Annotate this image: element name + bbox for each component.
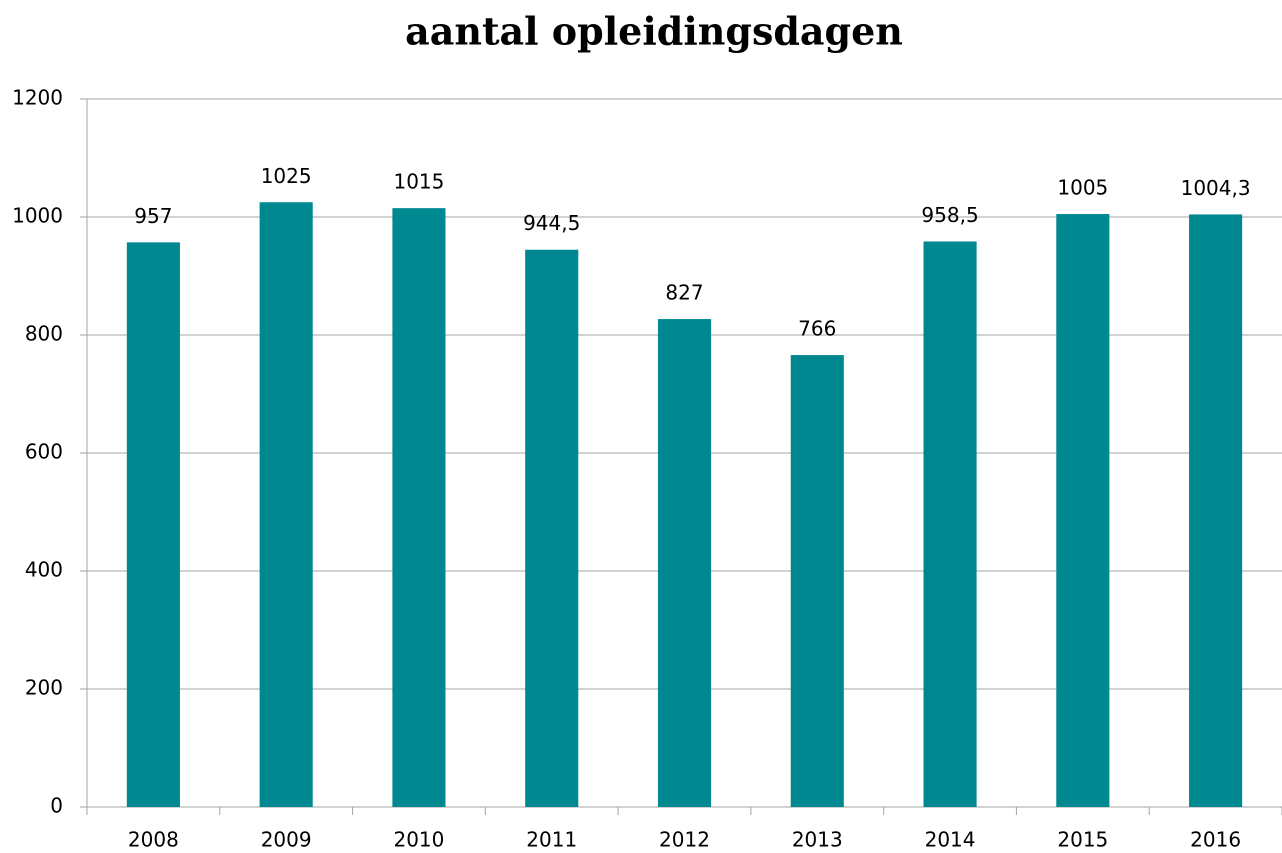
data-label: 1015: [393, 170, 444, 194]
data-label: 958,5: [921, 203, 978, 227]
y-tick-label: 600: [25, 440, 63, 464]
data-label: 944,5: [523, 211, 580, 235]
chart-title: aantal opleidingsdagen: [405, 9, 903, 54]
x-tick-label: 2008: [128, 828, 179, 852]
bar: [1189, 214, 1243, 807]
bar: [790, 355, 844, 807]
x-tick-label: 2015: [1057, 828, 1108, 852]
bar: [923, 241, 977, 808]
y-tick-label: 400: [25, 558, 63, 582]
bar: [259, 202, 313, 807]
data-label: 957: [134, 204, 172, 228]
data-label: 1005: [1057, 176, 1108, 200]
bar: [1056, 214, 1110, 808]
y-tick-label: 1200: [12, 86, 63, 110]
bar: [525, 249, 579, 807]
x-tick-label: 2011: [526, 828, 577, 852]
x-tick-label: 2009: [261, 828, 312, 852]
bar: [657, 319, 712, 807]
y-tick-label: 800: [25, 322, 63, 346]
bar: [126, 242, 180, 807]
data-label: 827: [665, 281, 703, 305]
bar: [392, 208, 446, 807]
x-tick-label: 2014: [925, 828, 976, 852]
y-tick-label: 200: [25, 676, 63, 700]
data-label: 1004,3: [1181, 176, 1251, 200]
data-label: 1025: [261, 164, 312, 188]
data-label: 766: [798, 317, 836, 341]
y-tick-label: 1000: [12, 204, 63, 228]
y-tick-label: 0: [50, 794, 63, 818]
x-tick-label: 2013: [792, 828, 843, 852]
x-tick-label: 2016: [1190, 828, 1241, 852]
x-tick-label: 2010: [393, 828, 444, 852]
x-tick-label: 2012: [659, 828, 710, 852]
